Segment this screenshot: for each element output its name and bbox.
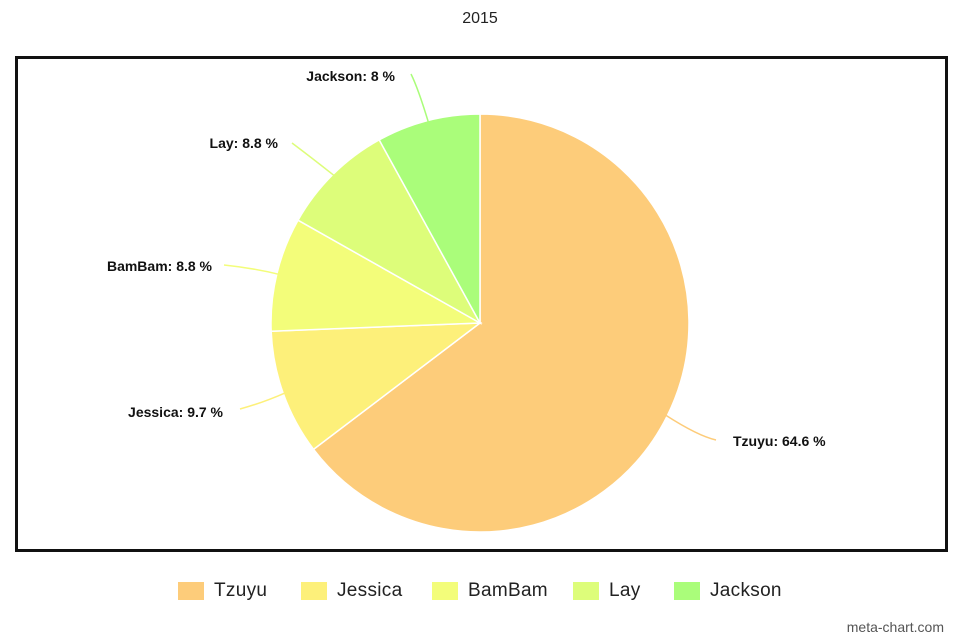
slice-label-jackson: Jackson: 8 % — [306, 68, 395, 84]
legend-swatch — [301, 582, 327, 600]
legend-item-tzuyu[interactable]: Tzuyu — [178, 576, 267, 606]
legend-label: Jessica — [337, 580, 403, 601]
leader-line-tzuyu — [665, 414, 717, 441]
watermark: meta-chart.com — [846, 619, 944, 635]
slice-label-lay: Lay: 8.8 % — [210, 135, 279, 151]
legend: Tzuyu Jessica BamBam Lay Jackson — [0, 576, 960, 606]
slice-label-tzuyu: Tzuyu: 64.6 % — [733, 433, 826, 449]
slice-label-bambam: BamBam: 8.8 % — [107, 258, 213, 274]
leader-line-bambam — [223, 264, 279, 276]
leader-line-lay — [291, 142, 335, 177]
legend-item-jackson[interactable]: Jackson — [674, 576, 782, 606]
legend-label: Lay — [609, 580, 641, 601]
leader-line-jessica — [239, 392, 286, 410]
legend-label: BamBam — [468, 580, 548, 601]
legend-swatch — [432, 582, 458, 600]
slice-label-jessica: Jessica: 9.7 % — [128, 404, 224, 420]
legend-swatch — [573, 582, 599, 600]
plot-area — [15, 56, 948, 552]
legend-swatch — [674, 582, 700, 600]
legend-item-lay[interactable]: Lay — [573, 576, 641, 606]
legend-item-bambam[interactable]: BamBam — [432, 576, 548, 606]
legend-swatch — [178, 582, 204, 600]
chart-title: 2015 — [462, 10, 498, 27]
legend-item-jessica[interactable]: Jessica — [301, 576, 402, 606]
leader-line-jackson — [410, 73, 430, 123]
legend-label: Tzuyu — [214, 580, 268, 601]
legend-label: Jackson — [710, 580, 782, 601]
